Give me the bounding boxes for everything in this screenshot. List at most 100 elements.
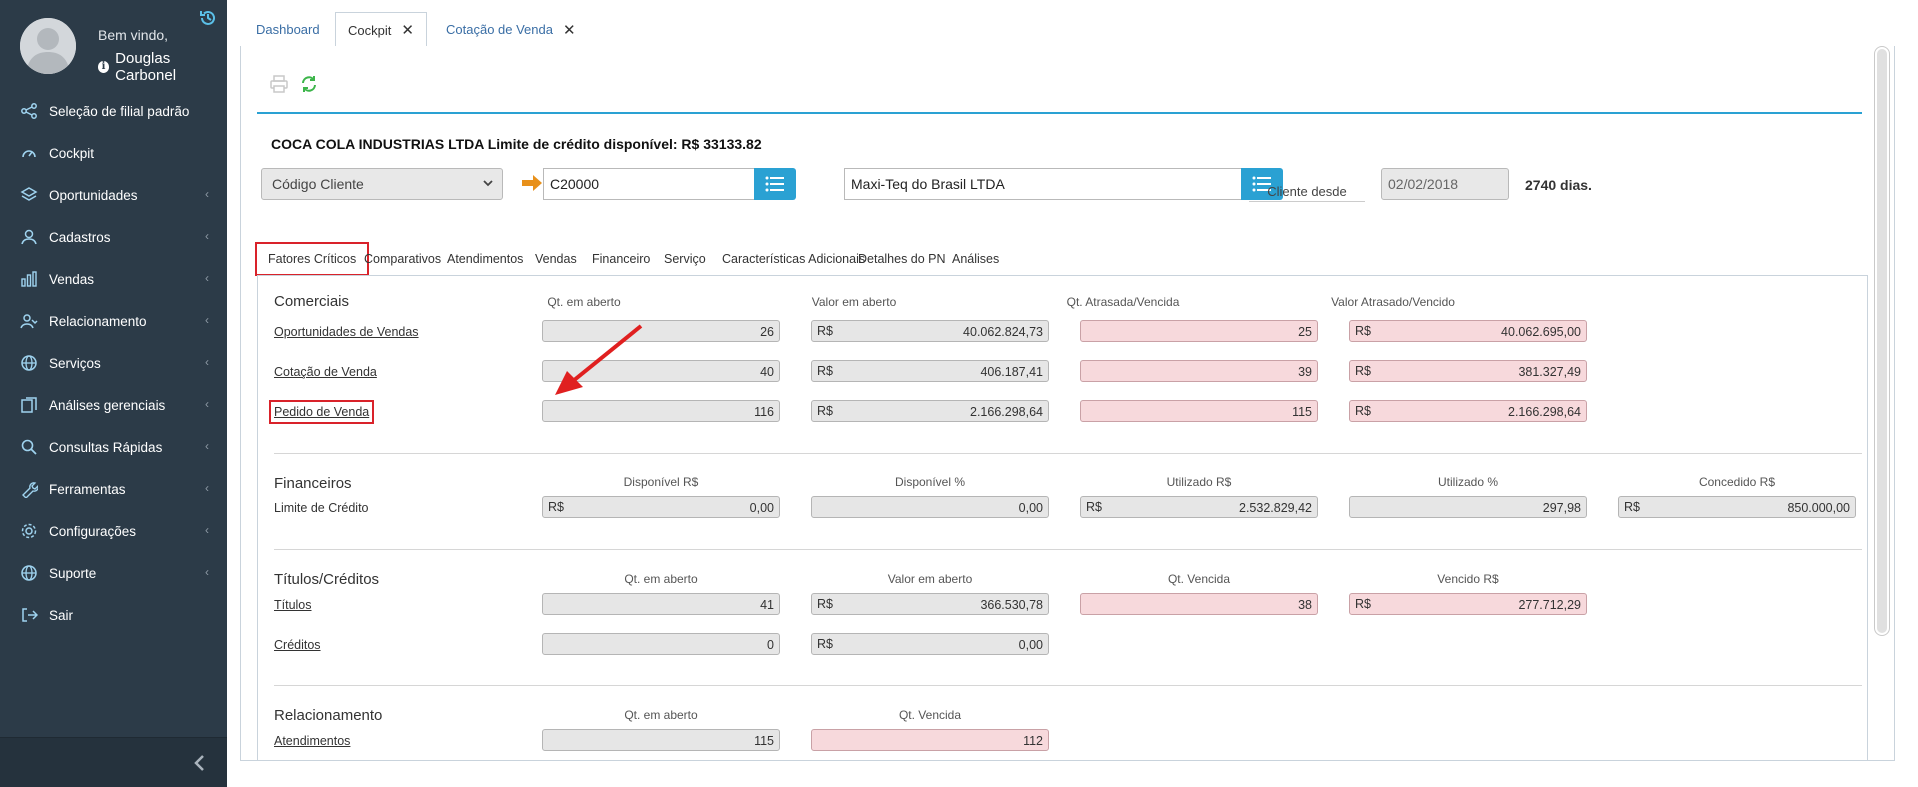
share-icon: [20, 102, 38, 120]
tab-vendas[interactable]: Vendas: [535, 252, 577, 266]
row-label-cotacao[interactable]: Cotação de Venda: [274, 365, 377, 379]
refresh-icon[interactable]: [299, 74, 319, 94]
sidebar-item-relacionamento[interactable]: Relacionamento ‹: [0, 300, 227, 342]
currency-prefix: R$: [1355, 597, 1371, 611]
search-icon: [20, 438, 38, 456]
scrollbar[interactable]: [1874, 46, 1890, 636]
logout-icon: [20, 606, 38, 624]
col-head: Qt. em aberto: [624, 708, 698, 722]
tab-dashboard[interactable]: Dashboard: [244, 12, 332, 47]
row-label-pedido[interactable]: Pedido de Venda: [268, 400, 375, 424]
sidebar-item-label: Consultas Rápidas: [49, 439, 163, 455]
sidebar-item-oportunidades[interactable]: Oportunidades ‹: [0, 174, 227, 216]
chevron-left-icon: ‹: [205, 229, 209, 243]
valor-em-aberto-field: R$ 366.530,78: [811, 593, 1049, 615]
col-head: Valor Atrasado/Vencido: [1331, 295, 1455, 309]
client-type-select[interactable]: Código Cliente: [261, 168, 503, 200]
sidebar-footer: [0, 737, 227, 787]
currency-prefix: R$: [1355, 324, 1371, 338]
value: 297,98: [1542, 501, 1581, 515]
row-label-creditos[interactable]: Créditos: [274, 638, 321, 652]
col-head: Qt. em aberto: [624, 572, 698, 586]
qt-em-aberto-field: 40: [542, 360, 780, 382]
annotation-arrow-icon: [555, 324, 643, 395]
sidebar-item-sair[interactable]: Sair: [0, 594, 227, 636]
user-profile: Bem vindo, i Douglas Carbonel: [0, 0, 227, 88]
sidebar-item-ferramentas[interactable]: Ferramentas ‹: [0, 468, 227, 510]
valor-em-aberto-field: R$ 406.187,41: [811, 360, 1049, 382]
chevron-left-icon: ‹: [205, 565, 209, 579]
scrollbar-thumb[interactable]: [1877, 49, 1887, 633]
tab-comparativos[interactable]: Comparativos: [364, 252, 442, 266]
qt-em-aberto-field: 115: [542, 729, 780, 751]
inner-tab-divider: [257, 275, 1868, 276]
sidebar-item-cadastros[interactable]: Cadastros ‹: [0, 216, 227, 258]
section-title-financeiros: Financeiros: [274, 475, 352, 492]
tab-detalhes-do-pn[interactable]: Detalhes do PN: [858, 252, 946, 266]
sidebar-item-label: Cockpit: [49, 145, 95, 161]
value: 2.166.298,64: [1508, 405, 1581, 419]
client-code-input[interactable]: C20000: [543, 168, 755, 200]
value: 406.187,41: [980, 365, 1043, 379]
value: 381.327,49: [1518, 365, 1581, 379]
col-head: Disponível R$: [623, 475, 699, 489]
tab-cockpit[interactable]: Cockpit ✕: [335, 12, 427, 47]
sidebar-item-servicos[interactable]: Serviços ‹: [0, 342, 227, 384]
close-icon[interactable]: ✕: [562, 21, 576, 39]
history-icon[interactable]: [198, 8, 218, 28]
print-icon[interactable]: [269, 74, 289, 94]
valor-em-aberto-field: R$ 0,00: [811, 633, 1049, 655]
row-label-atendimentos[interactable]: Atendimentos: [274, 734, 351, 748]
col-head: Concedido R$: [1698, 475, 1776, 489]
currency-prefix: R$: [548, 500, 564, 514]
sidebar-item-configuracoes[interactable]: Configurações ‹: [0, 510, 227, 552]
tab-caracteristicas-adicionais[interactable]: Características Adicionais: [722, 252, 866, 266]
close-icon[interactable]: ✕: [401, 22, 414, 39]
tab-atendimentos[interactable]: Atendimentos: [447, 252, 524, 266]
qt-atrasada-field: 25: [1080, 320, 1318, 342]
value: 38: [1298, 598, 1312, 612]
section-title-titulos: Títulos/Créditos: [274, 571, 380, 588]
sidebar-item-label: Relacionamento: [49, 313, 147, 329]
tab-fatores-criticos[interactable]: Fatores Críticos: [255, 242, 370, 276]
sidebar-item-selecao-de-filial-padrao[interactable]: Seleção de filial padrão: [0, 90, 227, 132]
section-divider: [274, 549, 1862, 550]
row-label-titulos[interactable]: Títulos: [274, 598, 312, 612]
client-name-input[interactable]: Maxi-Teq do Brasil LTDA: [844, 168, 1243, 200]
tab-label: Dashboard: [256, 22, 320, 37]
sidebar-item-consultas-rapidas[interactable]: Consultas Rápidas ‹: [0, 426, 227, 468]
sidebar-item-analises-gerenciais[interactable]: Análises gerenciais ‹: [0, 384, 227, 426]
sidebar-item-label: Análises gerenciais: [49, 397, 166, 413]
sidebar-item-cockpit[interactable]: Cockpit: [0, 132, 227, 174]
client-since-label: Cliente desde: [1249, 176, 1365, 202]
value: 112: [1023, 734, 1043, 748]
tab-financeiro[interactable]: Financeiro: [592, 252, 651, 266]
client-since-date-value: 02/02/2018: [1388, 176, 1459, 192]
qt-em-aberto-field: 116: [542, 400, 780, 422]
tab-cotacao-de-venda[interactable]: Cotação de Venda ✕: [434, 12, 588, 47]
sidebar-item-vendas[interactable]: Vendas ‹: [0, 258, 227, 300]
chevron-left-icon: ‹: [205, 397, 209, 411]
sidebar-item-suporte[interactable]: Suporte ‹: [0, 552, 227, 594]
currency-prefix: R$: [817, 404, 833, 418]
valor-em-aberto-field: R$ 2.166.298,64: [811, 400, 1049, 422]
sidebar-item-label: Seleção de filial padrão: [49, 103, 190, 119]
chevron-left-icon: ‹: [205, 481, 209, 495]
globe-icon: [20, 354, 38, 372]
collapse-sidebar-icon[interactable]: [191, 753, 209, 773]
chevron-down-icon: [483, 180, 493, 187]
user-name[interactable]: i Douglas Carbonel: [98, 50, 227, 84]
tab-analises[interactable]: Análises: [952, 252, 1000, 266]
value: 25: [1298, 325, 1312, 339]
qt-atrasada-field: 39: [1080, 360, 1318, 382]
qt-em-aberto-field: 26: [542, 320, 780, 342]
value: 2.166.298,64: [970, 405, 1043, 419]
row-label-oportunidades[interactable]: Oportunidades de Vendas: [274, 325, 419, 339]
client-code-lookup-button[interactable]: [754, 168, 796, 200]
avatar[interactable]: [20, 18, 76, 74]
client-name-lookup-button[interactable]: [1241, 168, 1283, 200]
value: 850.000,00: [1787, 501, 1850, 515]
utilizado-field: R$ 2.532.829,42: [1080, 496, 1318, 518]
qt-atrasada-field: 115: [1080, 400, 1318, 422]
tab-servico[interactable]: Serviço: [664, 252, 706, 266]
